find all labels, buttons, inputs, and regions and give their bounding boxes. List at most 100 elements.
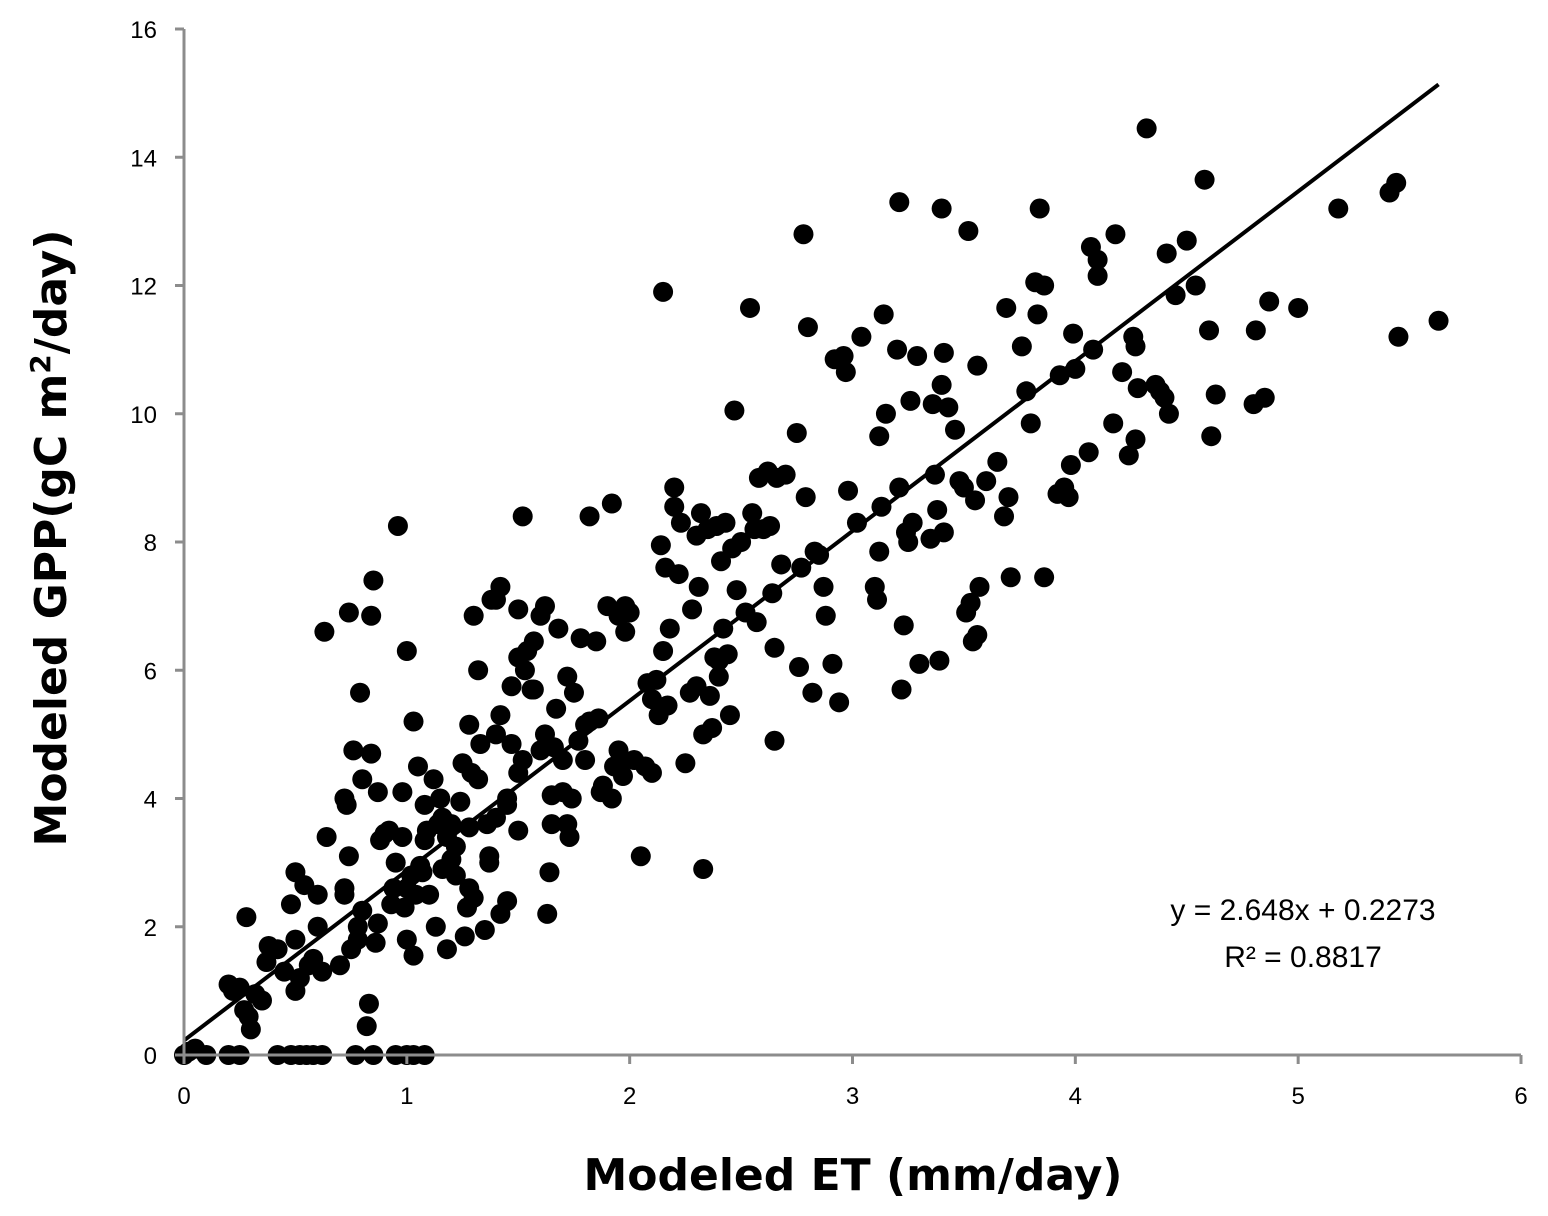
data-point xyxy=(630,846,651,867)
data-point xyxy=(468,769,489,790)
data-point xyxy=(586,631,607,652)
data-point xyxy=(927,499,948,520)
x-tick-label: 2 xyxy=(623,1083,636,1110)
data-point xyxy=(570,628,591,649)
data-point xyxy=(537,903,558,924)
data-point xyxy=(746,612,767,633)
data-point xyxy=(902,512,923,533)
x-tick-label: 3 xyxy=(846,1083,859,1110)
data-point xyxy=(468,660,489,681)
data-point xyxy=(358,993,379,1014)
data-point xyxy=(764,730,785,751)
data-point xyxy=(869,426,890,447)
data-point xyxy=(414,794,435,815)
x-tick-label: 6 xyxy=(1514,1083,1527,1110)
data-point xyxy=(1386,172,1407,193)
data-point xyxy=(717,644,738,665)
data-point xyxy=(356,1016,377,1037)
data-point xyxy=(1125,336,1146,357)
data-point xyxy=(945,419,966,440)
data-point xyxy=(338,602,359,623)
data-point xyxy=(1034,275,1055,296)
data-point xyxy=(699,685,720,706)
data-point xyxy=(1000,567,1021,588)
data-point xyxy=(1118,445,1139,466)
data-point xyxy=(846,512,867,533)
data-point xyxy=(1034,567,1055,588)
data-point xyxy=(1027,304,1048,325)
data-point xyxy=(436,939,457,960)
data-point xyxy=(561,788,582,809)
data-point xyxy=(668,564,689,585)
y-tick-label: 2 xyxy=(144,915,157,942)
data-point xyxy=(497,891,518,912)
data-point xyxy=(508,599,529,620)
data-point xyxy=(967,355,988,376)
data-point xyxy=(423,769,444,790)
data-point xyxy=(967,624,988,645)
data-point xyxy=(338,846,359,867)
data-point xyxy=(742,503,763,524)
data-point xyxy=(512,750,533,771)
data-point xyxy=(835,362,856,383)
data-point xyxy=(829,692,850,713)
data-point xyxy=(960,592,981,613)
data-point xyxy=(459,714,480,735)
data-point xyxy=(601,788,622,809)
data-point xyxy=(764,637,785,658)
data-point xyxy=(514,660,535,681)
data-point xyxy=(501,733,522,754)
data-point xyxy=(501,676,522,697)
data-point xyxy=(1194,169,1215,190)
data-point xyxy=(867,589,888,610)
data-point xyxy=(479,846,500,867)
data-point xyxy=(889,192,910,213)
data-point xyxy=(490,705,511,726)
data-point xyxy=(615,621,636,642)
data-point xyxy=(813,576,834,597)
data-point xyxy=(838,480,859,501)
data-point xyxy=(1011,336,1032,357)
data-point xyxy=(797,317,818,338)
data-point xyxy=(403,945,424,966)
y-tick-label: 0 xyxy=(144,1043,157,1070)
data-point xyxy=(873,304,894,325)
data-point xyxy=(650,535,671,556)
data-point xyxy=(1020,413,1041,434)
data-point xyxy=(459,817,480,838)
data-point xyxy=(334,878,355,899)
data-point xyxy=(1029,198,1050,219)
data-point xyxy=(361,743,382,764)
y-tick-label: 4 xyxy=(144,787,157,814)
data-point xyxy=(775,464,796,485)
data-point xyxy=(312,961,333,982)
data-point xyxy=(546,698,567,719)
data-point xyxy=(1199,320,1220,341)
data-point xyxy=(786,422,807,443)
data-point xyxy=(875,403,896,424)
data-point xyxy=(445,836,466,857)
data-point xyxy=(708,666,729,687)
y-tick-label: 12 xyxy=(130,274,157,301)
data-point xyxy=(490,576,511,597)
x-axis-ticks: 0 1 2 3 4 5 6 xyxy=(177,1055,1528,1110)
plot-area xyxy=(174,82,1449,1065)
data-point xyxy=(739,297,760,318)
data-point xyxy=(463,605,484,626)
data-point xyxy=(539,862,560,883)
data-point xyxy=(575,750,596,771)
data-point xyxy=(965,490,986,511)
data-point xyxy=(280,894,301,915)
data-point xyxy=(534,596,555,617)
data-point xyxy=(441,814,462,835)
data-point xyxy=(316,826,337,847)
data-point xyxy=(933,522,954,543)
x-tick-label: 4 xyxy=(1069,1083,1082,1110)
data-point xyxy=(653,641,674,662)
data-point xyxy=(958,220,979,241)
data-point xyxy=(1156,243,1177,264)
data-point xyxy=(690,503,711,524)
data-point xyxy=(412,862,433,883)
data-point xyxy=(731,532,752,552)
